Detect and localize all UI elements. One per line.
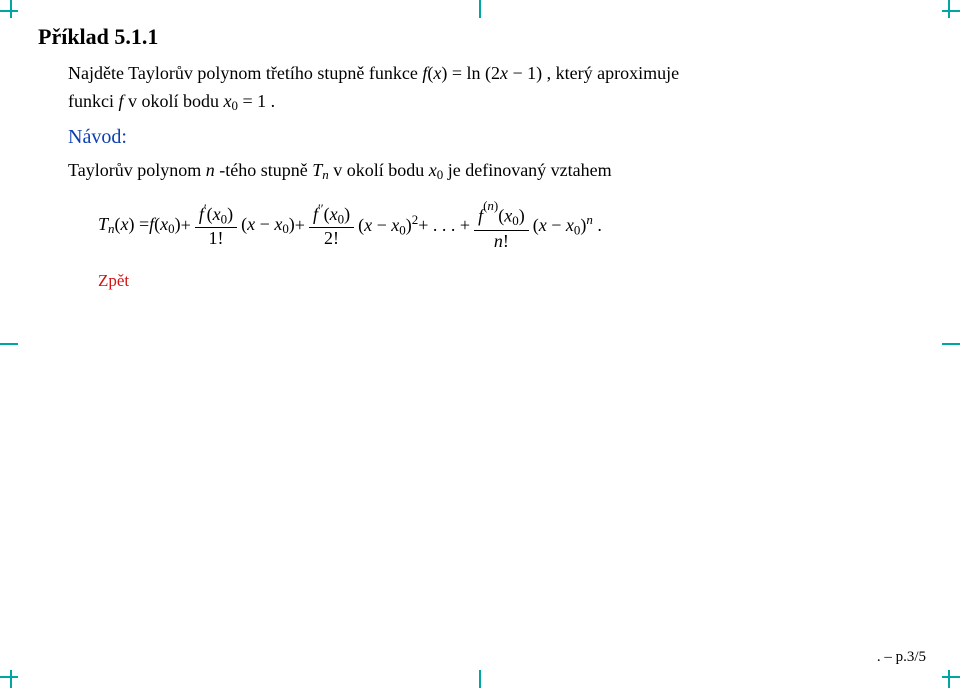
subscript-n: n bbox=[322, 167, 328, 182]
fraction-first-derivative: f′(x0) 1! bbox=[195, 202, 237, 249]
crop-mark bbox=[479, 0, 481, 18]
formula-term1: (x − x0) bbox=[241, 214, 295, 237]
paren-close: ) bbox=[344, 204, 350, 224]
problem-line2-eq: = 1 . bbox=[243, 91, 276, 111]
formula-termn: (x − x0)n . bbox=[533, 212, 602, 238]
math-n: n bbox=[206, 160, 215, 180]
factorial: ! bbox=[503, 231, 509, 251]
math-n: n bbox=[494, 231, 503, 251]
example-heading: Příklad 5.1.1 bbox=[38, 24, 922, 50]
content-area: Příklad 5.1.1 Najděte Taylorův polynom t… bbox=[38, 24, 922, 291]
hint-mid1: -tého stupně bbox=[219, 160, 312, 180]
back-link[interactable]: Zpět bbox=[98, 271, 129, 291]
crop-mark bbox=[10, 670, 12, 688]
crop-mark bbox=[10, 0, 12, 18]
problem-text: Najděte Taylorův polynom třetího stupně … bbox=[68, 63, 422, 83]
period: . bbox=[593, 215, 602, 235]
ellipsis: + . . . + bbox=[418, 215, 470, 236]
math-x: x bbox=[160, 214, 168, 234]
formula-lhs: Tn(x) = bbox=[98, 214, 149, 237]
minus-sign: − bbox=[255, 214, 274, 234]
problem-minus: − 1) , bbox=[508, 63, 551, 83]
problem-statement: Najděte Taylorův polynom třetího stupně … bbox=[68, 60, 922, 116]
crop-mark bbox=[479, 670, 481, 688]
formula-fx0: f(x0) bbox=[149, 214, 181, 237]
subscript-zero: 0 bbox=[232, 98, 238, 113]
fraction-numerator: f(n)(x0) bbox=[474, 199, 529, 230]
plus-sign: + bbox=[295, 215, 305, 236]
problem-line2-mid: v okolí bodu bbox=[128, 91, 224, 111]
math-x: x bbox=[121, 214, 129, 234]
fraction-denominator: n! bbox=[490, 231, 513, 252]
formula-term2: (x − x0)2 bbox=[358, 212, 418, 238]
math-x: x bbox=[500, 63, 508, 83]
fraction-denominator: 1! bbox=[204, 228, 227, 249]
paren-close: ) bbox=[227, 204, 233, 224]
math-x: x bbox=[213, 204, 221, 224]
math-T: T bbox=[98, 214, 108, 234]
math-x: x bbox=[364, 215, 372, 235]
math-x: x bbox=[330, 204, 338, 224]
paren-close: ) bbox=[519, 206, 525, 226]
math-x: x bbox=[247, 214, 255, 234]
hint-text: Taylorův polynom n -tého stupně Tn v oko… bbox=[68, 157, 922, 185]
crop-mark bbox=[0, 676, 18, 678]
crop-mark bbox=[948, 0, 950, 18]
plus-sign: + bbox=[181, 215, 191, 236]
superscript-n-paren: (n) bbox=[483, 198, 498, 213]
hint-label: Návod: bbox=[68, 126, 922, 149]
fraction-nth-derivative: f(n)(x0) n! bbox=[474, 199, 529, 251]
math-T: T bbox=[312, 160, 322, 180]
problem-line2-pre: funkci bbox=[68, 91, 118, 111]
fraction-second-derivative: f′′(x0) 2! bbox=[309, 202, 354, 249]
fraction-numerator: f′′(x0) bbox=[309, 202, 354, 229]
math-x: x bbox=[429, 160, 437, 180]
subscript-zero: 0 bbox=[437, 167, 443, 182]
math-x: x bbox=[224, 91, 232, 111]
crop-mark bbox=[948, 670, 950, 688]
crop-mark bbox=[942, 343, 960, 345]
math-x: x bbox=[566, 215, 574, 235]
problem-post: který aproximuje bbox=[556, 63, 679, 83]
minus-sign: − bbox=[372, 215, 391, 235]
page-root: Příklad 5.1.1 Najděte Taylorův polynom t… bbox=[0, 0, 960, 688]
crop-mark bbox=[942, 10, 960, 12]
crop-mark bbox=[0, 343, 18, 345]
crop-mark bbox=[0, 10, 18, 12]
hint-mid2: v okolí bodu bbox=[333, 160, 429, 180]
page-number: . – p.3/5 bbox=[877, 649, 926, 666]
fraction-denominator: 2! bbox=[320, 228, 343, 249]
fraction-numerator: f′(x0) bbox=[195, 202, 237, 229]
taylor-formula: Tn(x) = f(x0) + f′(x0) 1! (x − x0) + bbox=[98, 199, 922, 251]
problem-eq: = ln (2 bbox=[447, 63, 500, 83]
hint-post: je definovaný vztahem bbox=[448, 160, 612, 180]
equals: ) = bbox=[129, 214, 150, 234]
crop-mark bbox=[942, 676, 960, 678]
math-x: x bbox=[539, 215, 547, 235]
hint-pre: Taylorův polynom bbox=[68, 160, 206, 180]
math-f: f bbox=[118, 91, 123, 111]
minus-sign: − bbox=[547, 215, 566, 235]
